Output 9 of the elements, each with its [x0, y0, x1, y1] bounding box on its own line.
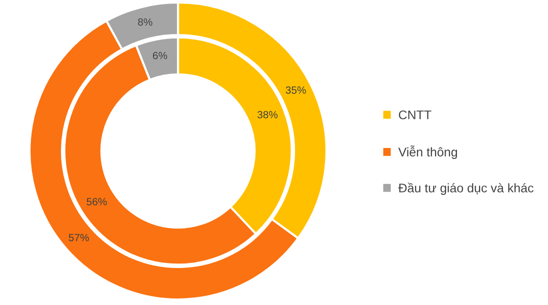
data-label: 57%	[68, 234, 89, 242]
data-label: 8%	[138, 18, 152, 26]
data-label: 56%	[86, 198, 107, 206]
data-label: 38%	[257, 110, 278, 118]
legend-label: Đầu tư giáo dục và khác	[398, 182, 534, 195]
data-label: 35%	[286, 86, 306, 94]
data-label: 6%	[152, 52, 168, 60]
legend-label: Viễn thông	[398, 146, 457, 159]
legend-label: CNTT	[398, 110, 432, 120]
